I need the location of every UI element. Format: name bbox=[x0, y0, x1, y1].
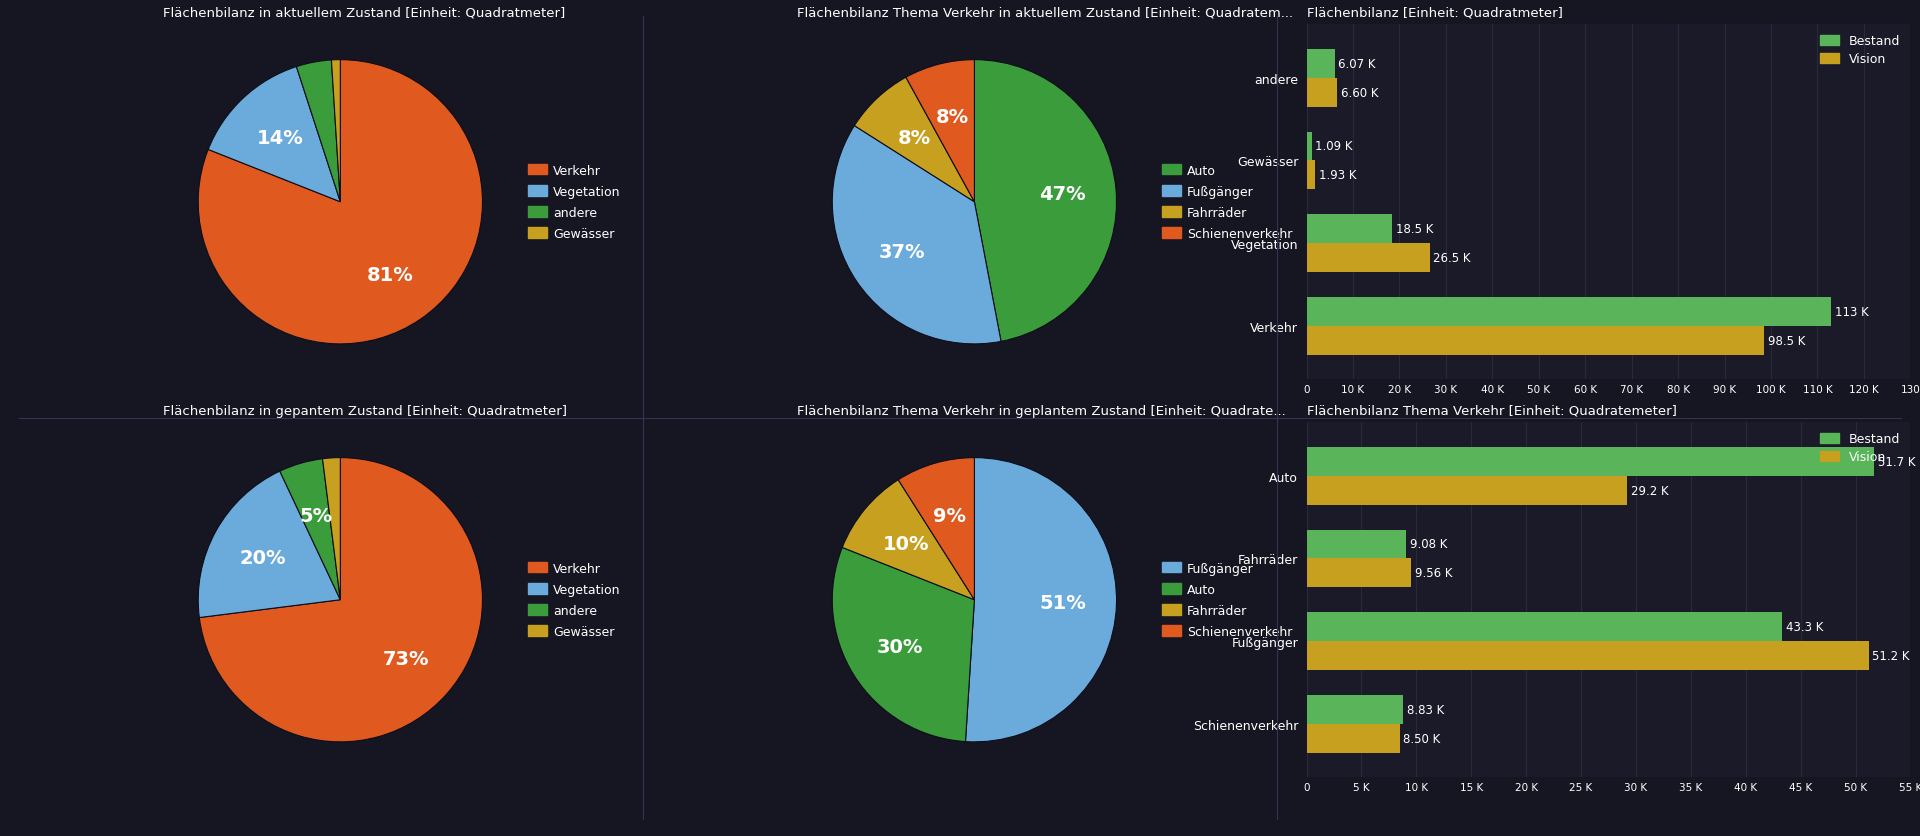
Text: 51.2 K: 51.2 K bbox=[1872, 650, 1910, 662]
Text: 29.2 K: 29.2 K bbox=[1630, 484, 1668, 497]
Text: 6.07 K: 6.07 K bbox=[1338, 58, 1377, 71]
Text: 18.5 K: 18.5 K bbox=[1396, 223, 1434, 236]
Bar bbox=[1306, 215, 1392, 244]
Bar bbox=[1306, 724, 1400, 752]
Text: Flächenbilanz [Einheit: Quadratmeter]: Flächenbilanz [Einheit: Quadratmeter] bbox=[1306, 7, 1563, 20]
Legend: Verkehr, Vegetation, andere, Gewässer: Verkehr, Vegetation, andere, Gewässer bbox=[524, 558, 624, 642]
Wedge shape bbox=[973, 60, 1117, 342]
Legend: Fußgänger, Auto, Fahrräder, Schienenverkehr: Fußgänger, Auto, Fahrräder, Schienenverk… bbox=[1158, 558, 1296, 642]
Text: 51.7 K: 51.7 K bbox=[1878, 456, 1916, 468]
Wedge shape bbox=[843, 480, 975, 600]
Bar bbox=[1306, 50, 1334, 79]
Text: 30%: 30% bbox=[877, 638, 924, 656]
Wedge shape bbox=[906, 60, 975, 202]
Bar bbox=[1306, 79, 1336, 108]
Bar bbox=[1306, 326, 1764, 355]
Text: 47%: 47% bbox=[1039, 185, 1085, 204]
Text: 113 K: 113 K bbox=[1836, 305, 1868, 319]
Text: 1.09 K: 1.09 K bbox=[1315, 140, 1354, 153]
Text: 26.5 K: 26.5 K bbox=[1432, 252, 1471, 265]
Bar bbox=[1306, 298, 1832, 326]
Text: Flächenbilanz Thema Verkehr in geplantem Zustand [Einheit: Quadrate...: Flächenbilanz Thema Verkehr in geplantem… bbox=[797, 405, 1286, 417]
Text: 73%: 73% bbox=[384, 649, 430, 668]
Text: 5%: 5% bbox=[300, 506, 332, 525]
Text: Flächenbilanz in aktuellem Zustand [Einheit: Quadratmeter]: Flächenbilanz in aktuellem Zustand [Einh… bbox=[163, 7, 564, 20]
Text: 37%: 37% bbox=[877, 242, 925, 262]
Bar bbox=[1306, 447, 1874, 477]
Text: 14%: 14% bbox=[257, 129, 303, 148]
Bar bbox=[1306, 132, 1311, 161]
Text: 51%: 51% bbox=[1039, 594, 1087, 612]
Wedge shape bbox=[296, 61, 340, 202]
Text: Flächenbilanz Thema Verkehr in aktuellem Zustand [Einheit: Quadratem...: Flächenbilanz Thema Verkehr in aktuellem… bbox=[797, 7, 1292, 20]
Wedge shape bbox=[831, 548, 975, 742]
Wedge shape bbox=[207, 68, 340, 202]
Text: 20%: 20% bbox=[240, 548, 286, 567]
Legend: Auto, Fußgänger, Fahrräder, Schienenverkehr: Auto, Fußgänger, Fahrräder, Schienenverk… bbox=[1158, 161, 1296, 244]
Bar bbox=[1306, 695, 1404, 724]
Text: 8%: 8% bbox=[935, 108, 970, 127]
Text: 98.5 K: 98.5 K bbox=[1768, 334, 1805, 347]
Bar bbox=[1306, 613, 1782, 641]
Text: 9.56 K: 9.56 K bbox=[1415, 567, 1453, 579]
Wedge shape bbox=[280, 459, 340, 600]
Legend: Verkehr, Vegetation, andere, Gewässer: Verkehr, Vegetation, andere, Gewässer bbox=[524, 161, 624, 244]
Text: Flächenbilanz in gepantem Zustand [Einheit: Quadratmeter]: Flächenbilanz in gepantem Zustand [Einhe… bbox=[163, 405, 566, 417]
Wedge shape bbox=[831, 126, 1000, 344]
Text: 9%: 9% bbox=[933, 506, 966, 525]
Legend: Bestand, Vision: Bestand, Vision bbox=[1816, 31, 1905, 69]
Text: Flächenbilanz Thema Verkehr [Einheit: Quadratemeter]: Flächenbilanz Thema Verkehr [Einheit: Qu… bbox=[1306, 405, 1676, 417]
Wedge shape bbox=[198, 60, 482, 344]
Wedge shape bbox=[899, 458, 975, 600]
Legend: Bestand, Vision: Bestand, Vision bbox=[1816, 429, 1905, 467]
Text: 10%: 10% bbox=[883, 534, 929, 553]
Wedge shape bbox=[854, 78, 975, 202]
Wedge shape bbox=[198, 472, 340, 618]
Text: 43.3 K: 43.3 K bbox=[1786, 620, 1822, 634]
Bar bbox=[1306, 558, 1411, 588]
Text: 8%: 8% bbox=[897, 129, 931, 148]
Bar bbox=[1306, 477, 1626, 505]
Text: 6.60 K: 6.60 K bbox=[1340, 87, 1379, 99]
Wedge shape bbox=[966, 458, 1117, 742]
Text: 8.83 K: 8.83 K bbox=[1407, 703, 1444, 716]
Bar bbox=[1306, 161, 1315, 190]
Wedge shape bbox=[332, 60, 340, 202]
Text: 81%: 81% bbox=[367, 266, 413, 285]
Wedge shape bbox=[200, 458, 482, 742]
Text: 9.08 K: 9.08 K bbox=[1409, 538, 1448, 551]
Text: 8.50 K: 8.50 K bbox=[1404, 732, 1440, 745]
Wedge shape bbox=[323, 458, 340, 600]
Bar bbox=[1306, 244, 1430, 273]
Bar bbox=[1306, 641, 1868, 670]
Bar bbox=[1306, 530, 1405, 558]
Text: 1.93 K: 1.93 K bbox=[1319, 169, 1357, 182]
